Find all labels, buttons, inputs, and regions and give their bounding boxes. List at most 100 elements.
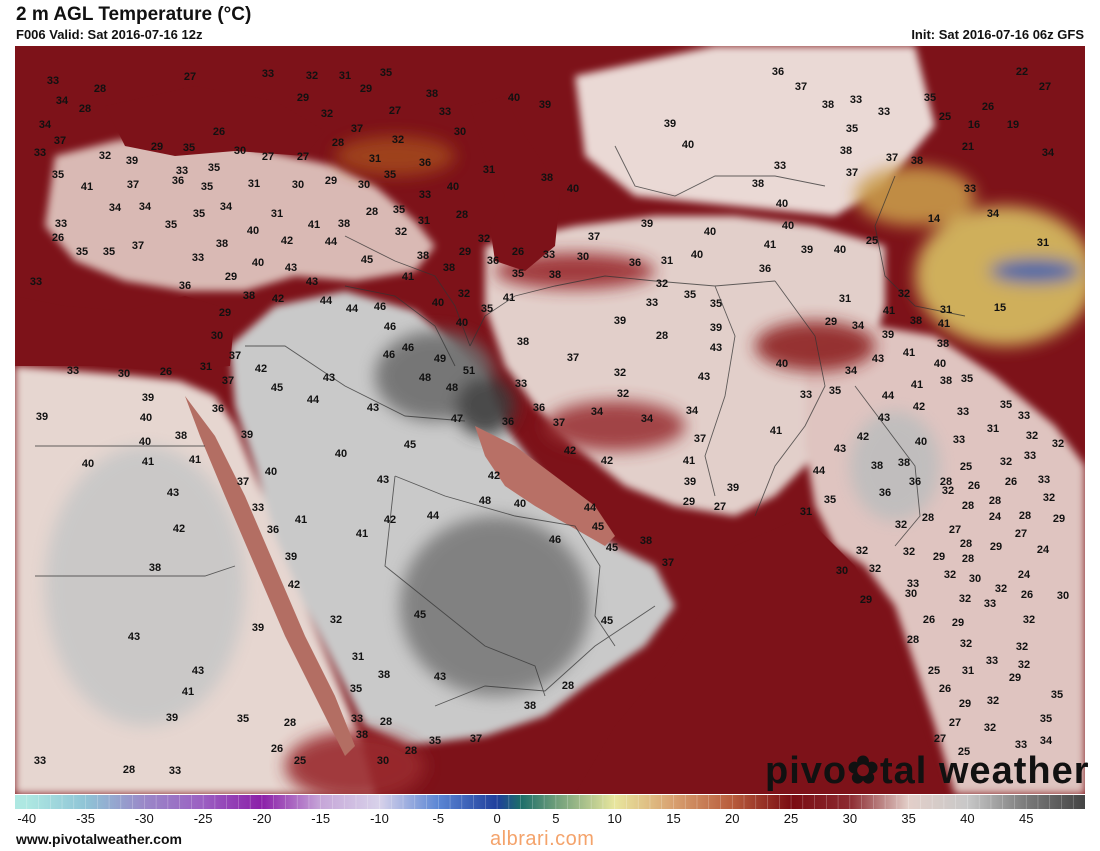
temperature-label: 31 (483, 164, 495, 176)
temperature-label: 40 (456, 317, 468, 329)
temperature-label: 44 (882, 390, 895, 402)
temperature-label: 32 (321, 108, 333, 120)
temperature-label: 43 (878, 412, 890, 424)
temperature-label: 44 (325, 236, 338, 248)
temperature-label: 27 (389, 105, 401, 117)
temperature-label: 45 (606, 542, 618, 554)
temperature-label: 29 (1009, 672, 1021, 684)
temperature-label: 34 (1040, 735, 1053, 747)
temperature-label: 37 (351, 123, 363, 135)
temperature-label: 32 (984, 722, 996, 734)
temperature-label: 40 (834, 244, 846, 256)
temperature-label: 42 (255, 363, 267, 375)
temperature-label: 31 (248, 178, 260, 190)
temperature-label: 32 (458, 288, 470, 300)
temperature-label: 35 (429, 735, 441, 747)
temperature-label: 51 (463, 365, 475, 377)
temperature-label: 30 (905, 588, 917, 600)
temperature-label: 39 (285, 551, 297, 563)
temperature-label: 39 (684, 476, 696, 488)
temperature-label: 35 (1051, 689, 1063, 701)
temperature-label: 35 (961, 373, 973, 385)
temperature-label: 32 (656, 278, 668, 290)
temperature-label: 30 (969, 573, 981, 585)
temperature-label: 37 (54, 135, 66, 147)
logo-gear-icon: ✿ (847, 750, 880, 792)
temperature-label: 42 (288, 579, 300, 591)
temperature-label: 14 (928, 213, 941, 225)
temperature-label: 32 (306, 70, 318, 82)
temperature-label: 40 (252, 257, 264, 269)
temperature-label: 36 (909, 476, 921, 488)
temperature-label: 35 (165, 219, 177, 231)
temperature-label: 35 (684, 289, 696, 301)
website-url[interactable]: www.pivotalweather.com (16, 831, 182, 847)
temperature-label: 35 (183, 142, 195, 154)
temperature-label: 40 (776, 198, 788, 210)
temperature-label: 29 (325, 175, 337, 187)
temperature-label: 43 (192, 665, 204, 677)
mountain-zone-pamir (855, 166, 975, 226)
temperature-label: 43 (872, 353, 884, 365)
temperature-label: 33 (262, 68, 274, 80)
temperature-label: 41 (142, 456, 154, 468)
temperature-label: 33 (953, 434, 965, 446)
temperature-label: 46 (549, 534, 561, 546)
temperature-label: 33 (1038, 474, 1050, 486)
temperature-label: 32 (617, 388, 629, 400)
temperature-label: 34 (220, 201, 233, 213)
arabian-sea (575, 516, 945, 794)
temperature-label: 38 (549, 269, 561, 281)
temperature-label: 30 (377, 755, 389, 767)
temperature-label: 26 (213, 126, 225, 138)
temperature-label: 39 (641, 218, 653, 230)
temperature-label: 46 (402, 342, 414, 354)
temperature-label: 22 (1016, 66, 1028, 78)
temperature-label: 30 (292, 179, 304, 191)
temperature-label: 34 (987, 208, 1000, 220)
temperature-label: 36 (172, 175, 184, 187)
temperature-label: 38 (443, 262, 455, 274)
temperature-label: 40 (508, 92, 520, 104)
temperature-label: 41 (356, 528, 368, 540)
temperature-label: 42 (272, 293, 284, 305)
temperature-label: 35 (824, 494, 836, 506)
temperature-label: 38 (524, 700, 536, 712)
temperature-label: 30 (234, 145, 246, 157)
temperature-map[interactable]: 33 27 33 32 31 35 38 40 39 36 37 38 33 35 22 27 34 28 28 29… (15, 46, 1085, 794)
temperature-label: 26 (1021, 589, 1033, 601)
temperature-label: 26 (52, 232, 64, 244)
colorbar-tick-label: 40 (960, 811, 975, 826)
temperature-label: 40 (514, 498, 526, 510)
temperature-label: 28 (366, 206, 378, 218)
temperature-label: 38 (243, 290, 255, 302)
temperature-label: 33 (252, 502, 264, 514)
colorbar-tick-label: 35 (901, 811, 916, 826)
temperature-label: 29 (459, 246, 471, 258)
temperature-label: 28 (284, 717, 296, 729)
temperature-label: 43 (834, 443, 846, 455)
temperature-label: 45 (404, 439, 416, 451)
temperature-label: 42 (601, 455, 613, 467)
temperature-label: 41 (189, 454, 201, 466)
temperature-label: 42 (488, 470, 500, 482)
temperature-label: 42 (564, 445, 576, 457)
temperature-label: 35 (76, 246, 88, 258)
hot-zone-arabia (400, 516, 590, 696)
temperature-label: 33 (30, 276, 42, 288)
temperature-label: 38 (517, 336, 529, 348)
temperature-label: 40 (265, 466, 277, 478)
temperature-label: 28 (405, 745, 417, 757)
temperature-label: 40 (140, 412, 152, 424)
temperature-label: 32 (1023, 614, 1035, 626)
temperature-label: 35 (208, 162, 220, 174)
temperature-label: 41 (911, 379, 923, 391)
temperature-label: 28 (1019, 510, 1031, 522)
temperature-label: 35 (924, 92, 936, 104)
cool-zone-zagros (545, 401, 685, 451)
temperature-label: 30 (836, 565, 848, 577)
temperature-label: 48 (479, 495, 491, 507)
temperature-label: 28 (332, 137, 344, 149)
temperature-label: 30 (358, 179, 370, 191)
temperature-label: 38 (910, 315, 922, 327)
